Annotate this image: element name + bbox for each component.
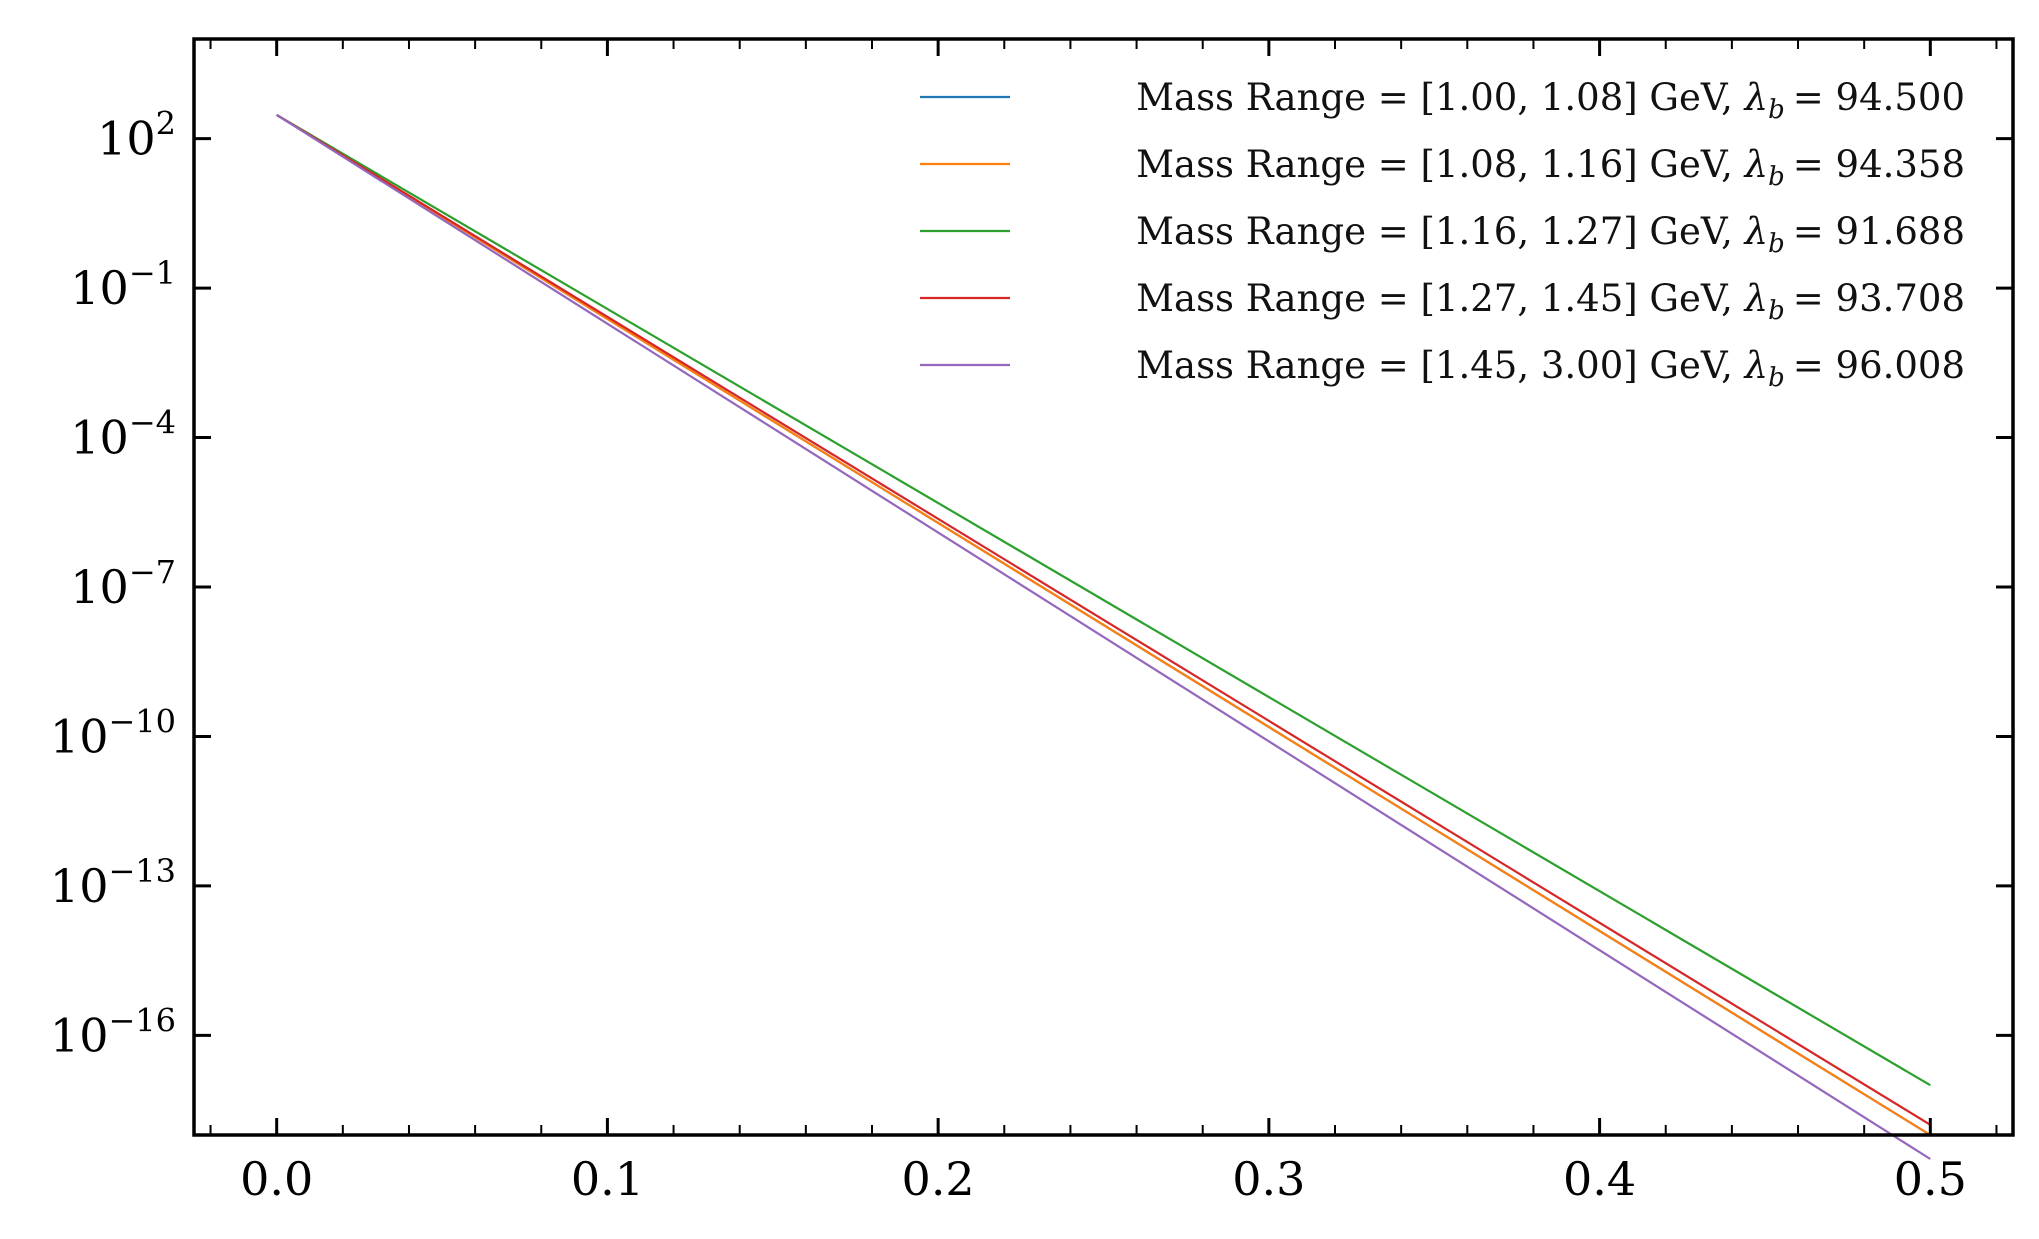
y-tick-label: 10−1: [70, 254, 176, 315]
y-tick-label: 10−16: [50, 1001, 176, 1062]
y-tick-label: 10−7: [70, 553, 176, 614]
legend-label-3: Mass Range = [1.16, 1.27] GeV, λb = 91.68…: [1136, 210, 1965, 259]
x-tick-label: 0.3: [1232, 1152, 1305, 1206]
y-tick-label: 10−13: [50, 852, 176, 913]
legend: Mass Range = [1.00, 1.08] GeV, λb = 94.50…: [920, 76, 1965, 393]
y-tick-labels: 102 10−1 10−4 10−7 10−10 10−13 10−16: [50, 105, 176, 1063]
y-tick-label: 10−10: [50, 702, 176, 763]
x-tick-label: 0.2: [902, 1152, 975, 1206]
series-line-4: [276, 113, 1931, 1126]
series-line-3: [276, 113, 1931, 1087]
x-tick-labels: 0.0 0.1 0.2 0.3 0.4 0.5: [240, 1152, 1967, 1206]
legend-label-2: Mass Range = [1.08, 1.16] GeV, λb = 94.35…: [1136, 143, 1965, 192]
series-line-2: [276, 113, 1931, 1136]
series-layer: [276, 113, 1931, 1160]
legend-label-5: Mass Range = [1.45, 3.00] GeV, λb = 96.00…: [1136, 344, 1965, 393]
x-tick-label: 0.5: [1894, 1152, 1967, 1206]
x-tick-label: 0.0: [240, 1152, 313, 1206]
x-tick-label: 0.4: [1563, 1152, 1636, 1206]
y-tick-label: 10−4: [70, 404, 176, 465]
series-line-5: [276, 113, 1931, 1160]
legend-label-1: Mass Range = [1.00, 1.08] GeV, λb = 94.50…: [1136, 76, 1965, 125]
plot-frame: [192, 37, 2015, 1137]
x-tick-label: 0.1: [571, 1152, 644, 1206]
legend-label-4: Mass Range = [1.27, 1.45] GeV, λb = 93.70…: [1136, 277, 1965, 326]
y-tick-label: 102: [97, 105, 176, 166]
